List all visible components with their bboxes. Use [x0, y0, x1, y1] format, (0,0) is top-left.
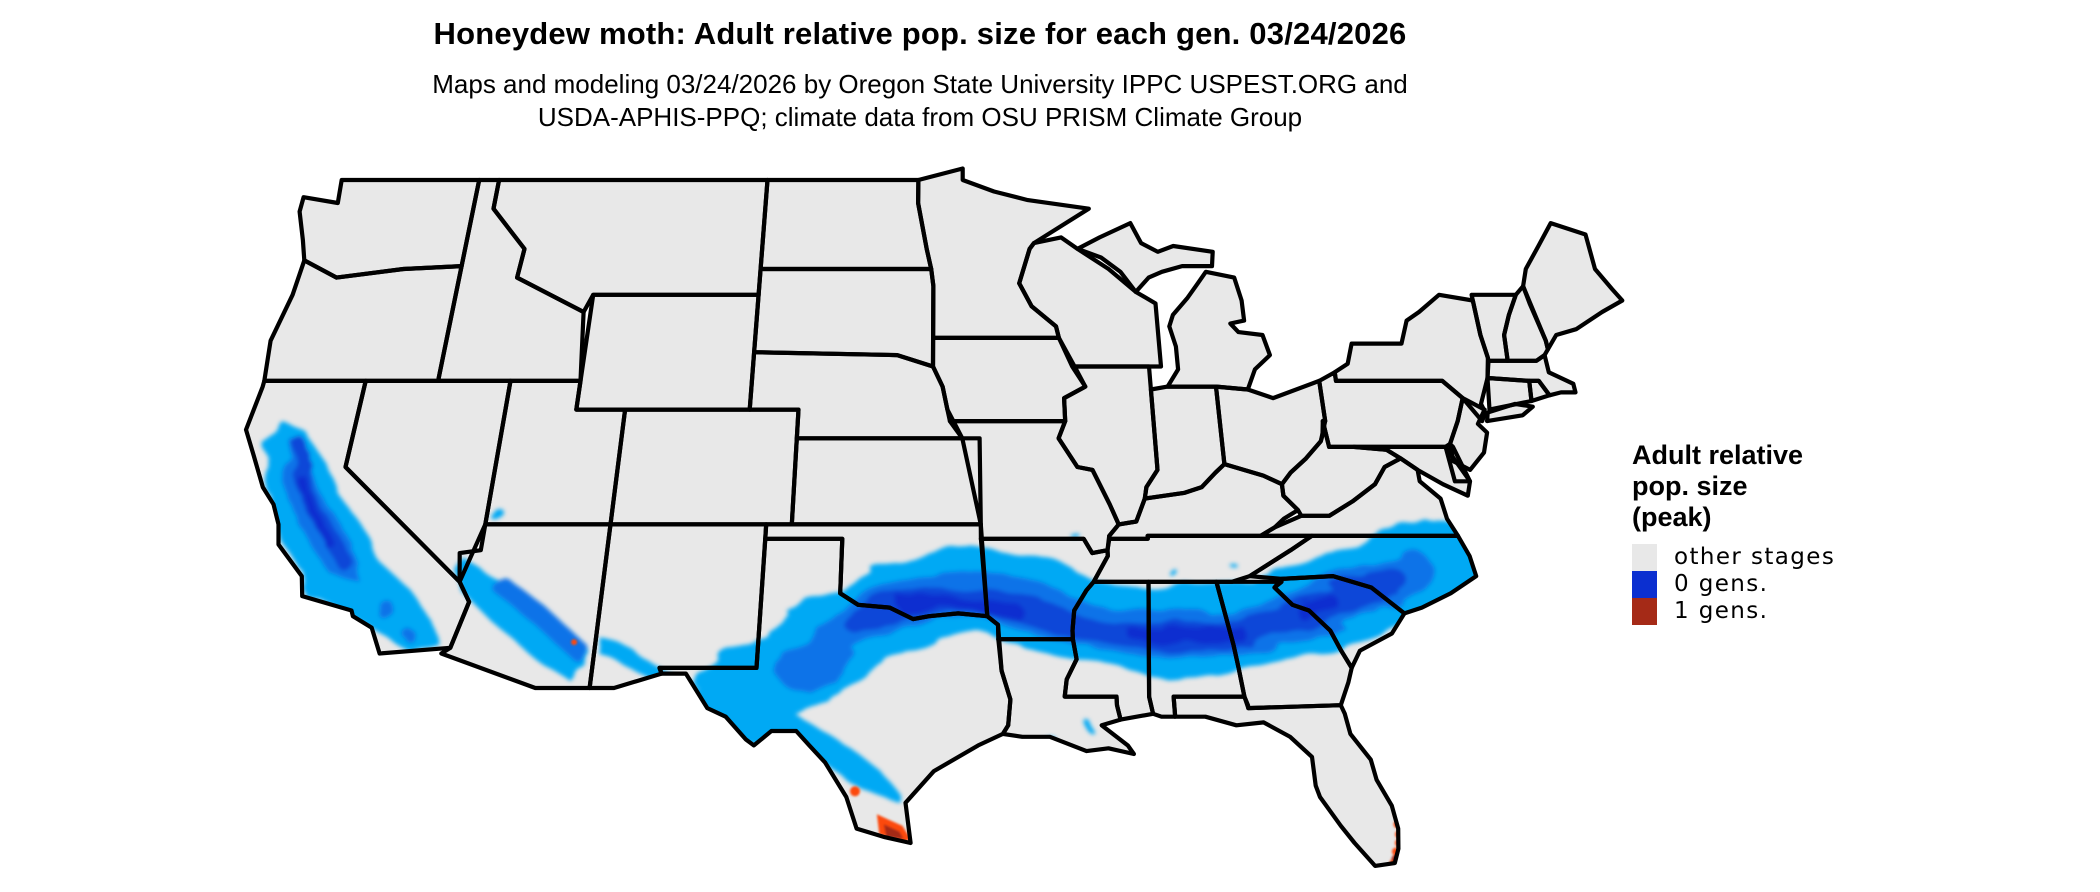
state-ma	[1487, 355, 1576, 396]
state-nh	[1504, 286, 1548, 361]
state-wy	[576, 294, 759, 410]
legend-swatch-gen-0	[1632, 571, 1657, 598]
legend-title: Adult relative pop. size (peak)	[1632, 440, 1835, 533]
state-mt	[493, 180, 768, 312]
map-state-borders	[243, 166, 1625, 868]
state-co	[610, 409, 799, 525]
state-ia	[933, 337, 1086, 422]
legend-label-gen-0: 0 gens.	[1674, 571, 1769, 597]
map-overlay-gen0	[258, 421, 1485, 806]
map-states	[246, 168, 1623, 866]
state-or	[264, 260, 462, 381]
state-wi	[1019, 237, 1161, 367]
state-mi1	[1077, 223, 1213, 292]
legend-swatch-gen-1	[1632, 598, 1657, 625]
header: Honeydew moth: Adult relative pop. size …	[432, 16, 1408, 134]
state-id	[438, 180, 584, 381]
legend-item-gen-0: 0 gens.	[1632, 571, 1835, 598]
state-nm	[589, 524, 767, 688]
legend-title-line-1: Adult relative	[1632, 440, 1804, 470]
state-fl	[1173, 696, 1399, 866]
legend-label-other-stages: other stages	[1674, 544, 1836, 570]
state-sd	[754, 269, 934, 367]
state-oh	[1216, 380, 1326, 485]
legend-title-line-2: pop. size	[1632, 471, 1748, 501]
state-md	[1353, 446, 1470, 496]
state-nd	[760, 180, 932, 269]
subtitle-line-1: Maps and modeling 03/24/2026 by Oregon S…	[432, 69, 1408, 99]
state-il	[1058, 366, 1158, 525]
subtitle-line-2: USDA-APHIS-PPQ; climate data from OSU PR…	[537, 102, 1303, 132]
state-wv	[1281, 421, 1401, 516]
legend-label-gen-1: 1 gens.	[1674, 598, 1769, 624]
legend-items: other stages 0 gens. 1 gens.	[1632, 544, 1835, 625]
state-li	[1487, 403, 1533, 422]
state-pa	[1319, 372, 1463, 447]
legend-title-line-3: (peak)	[1632, 502, 1712, 532]
legend-item-other-stages: other stages	[1632, 544, 1835, 571]
state-nv	[345, 380, 511, 582]
state-ut	[485, 380, 626, 525]
state-ind	[1144, 386, 1225, 499]
state-mn	[918, 168, 1089, 338]
legend-item-gen-1: 1 gens.	[1632, 598, 1835, 625]
state-wa	[299, 180, 480, 278]
legend-swatch-other-stages	[1632, 544, 1657, 571]
state-ny	[1334, 294, 1488, 422]
state-mo	[949, 421, 1119, 554]
state-ks	[791, 438, 981, 525]
page-title: Honeydew moth: Adult relative pop. size …	[433, 16, 1407, 51]
map-legend: Adult relative pop. size (peak) other st…	[1632, 440, 1835, 625]
state-me	[1523, 223, 1623, 350]
state-ne	[749, 352, 963, 439]
state-ky	[1109, 464, 1298, 539]
state-mi2	[1167, 271, 1270, 390]
